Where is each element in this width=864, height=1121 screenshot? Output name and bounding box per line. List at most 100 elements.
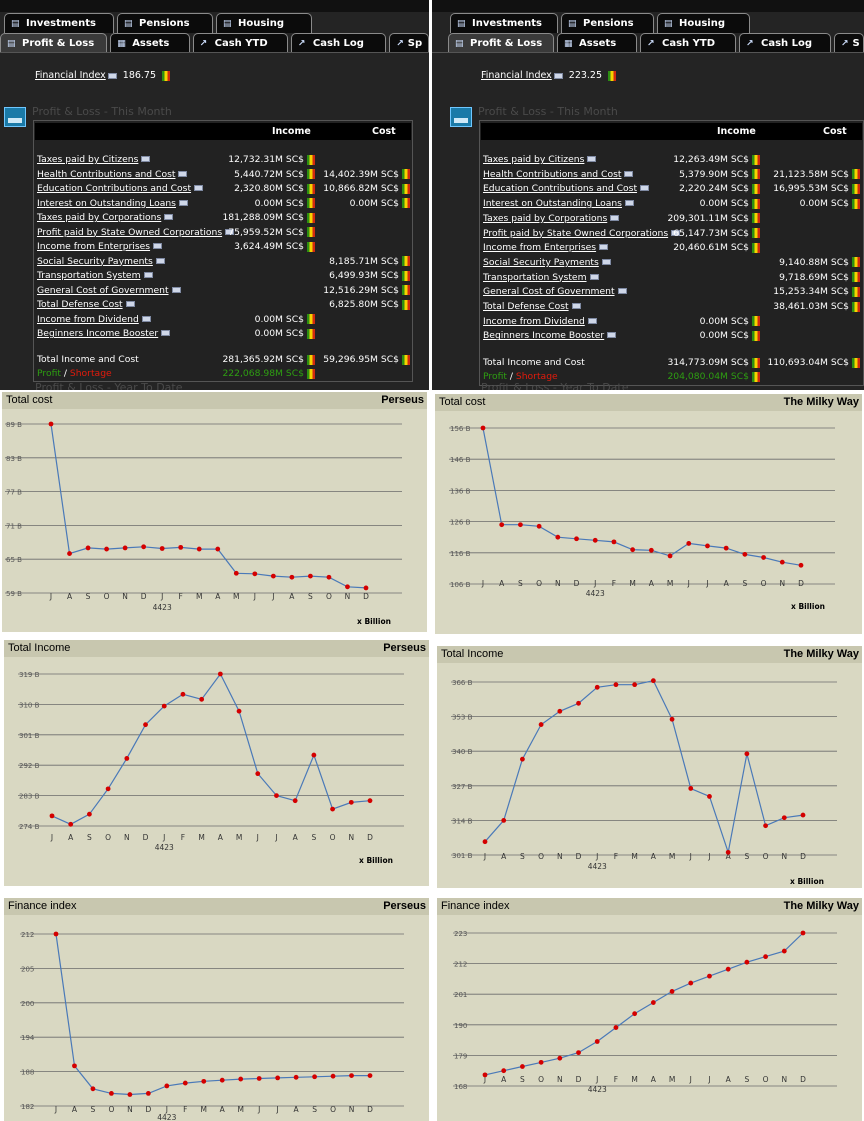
- row-label-link[interactable]: Social Security Payments: [483, 256, 599, 268]
- row-label-link[interactable]: Health Contributions and Cost: [483, 168, 622, 180]
- row-label-link[interactable]: Education Contributions and Cost: [483, 183, 638, 195]
- x-tick-label: N: [348, 833, 354, 842]
- row-label-link[interactable]: Taxes paid by Citizens: [37, 154, 139, 165]
- row-label-link[interactable]: Education Contributions and Cost: [37, 183, 192, 194]
- help-icon[interactable]: [142, 315, 151, 322]
- row-label-link[interactable]: Income from Enterprises: [483, 242, 597, 254]
- help-icon[interactable]: [144, 272, 153, 278]
- row-label-link[interactable]: Transportation System: [37, 270, 141, 281]
- help-icon[interactable]: [588, 317, 597, 324]
- x-tick-label: J: [483, 852, 486, 861]
- tab-cash-log[interactable]: ↗ Cash Log: [290, 33, 387, 53]
- data-point: [650, 1000, 656, 1005]
- row-label-link[interactable]: Taxes paid by Corporations: [483, 212, 608, 224]
- chart-region: The Milky Way: [783, 396, 859, 408]
- tab-pensions[interactable]: ▤ Pensions: [561, 13, 654, 33]
- row-label-link[interactable]: General Cost of Government: [37, 284, 169, 296]
- tab-spending[interactable]: ↗ Sp: [389, 33, 429, 53]
- help-icon[interactable]: [610, 214, 619, 221]
- row-label-link[interactable]: Total Defense Cost: [483, 301, 569, 312]
- help-icon[interactable]: [153, 243, 162, 249]
- help-icon[interactable]: [161, 330, 170, 336]
- row-label-link[interactable]: Interest on Outstanding Loans: [483, 198, 622, 210]
- data-point: [594, 684, 600, 690]
- help-icon[interactable]: [172, 286, 181, 293]
- y-tick-label: 182: [21, 1103, 34, 1111]
- help-icon[interactable]: [572, 303, 581, 309]
- row-label-link[interactable]: Profit paid by State Owned Corporations: [37, 226, 223, 238]
- financial-index-link[interactable]: Financial Index: [481, 70, 563, 81]
- help-icon[interactable]: [107, 72, 117, 79]
- tab-assets[interactable]: ▦ Assets: [110, 33, 190, 53]
- tab-cash-ytd[interactable]: ↗ Cash YTD: [640, 33, 736, 53]
- x-tick-label: O: [538, 1075, 544, 1084]
- financial-index-link[interactable]: Financial Index: [35, 70, 117, 81]
- tab-investments[interactable]: ▤ Investments: [450, 13, 558, 33]
- x-tick-label: A: [72, 1105, 78, 1114]
- row-label-link[interactable]: Transportation System: [483, 271, 587, 283]
- data-point: [611, 539, 617, 545]
- row-label-link[interactable]: Total Defense Cost: [37, 299, 123, 310]
- help-icon[interactable]: [602, 258, 611, 265]
- y-tick-label: 310 B: [19, 701, 40, 709]
- data-point: [688, 786, 694, 791]
- x-tick-label: M: [198, 833, 204, 842]
- tab-profit-loss[interactable]: ▤ Profit & Loss: [448, 33, 554, 53]
- data-point: [744, 751, 750, 757]
- help-icon[interactable]: [179, 199, 188, 206]
- tab-assets[interactable]: ▦ Assets: [557, 33, 637, 53]
- row-label-link[interactable]: Beginners Income Booster: [483, 330, 605, 342]
- help-icon[interactable]: [607, 332, 616, 339]
- row-label-link[interactable]: General Cost of Government: [483, 286, 615, 298]
- data-point: [781, 948, 787, 954]
- income-text: 0.00M SC$: [699, 198, 749, 210]
- tab-row-primary: ▤ Investments ▤ Pensions ▤ Housing: [432, 13, 864, 33]
- col-income-header: Income: [272, 126, 311, 137]
- data-point: [180, 691, 186, 697]
- help-icon[interactable]: [178, 170, 187, 177]
- tab-investments[interactable]: ▤ Investments: [4, 13, 114, 33]
- row-label-link[interactable]: Taxes paid by Corporations: [37, 212, 162, 223]
- row-label-link[interactable]: Income from Enterprises: [37, 241, 151, 252]
- row-label-link[interactable]: Beginners Income Booster: [37, 328, 159, 339]
- help-icon[interactable]: [587, 156, 596, 162]
- help-icon[interactable]: [141, 156, 150, 162]
- help-icon[interactable]: [671, 229, 680, 236]
- row-label-link[interactable]: Profit paid by State Owned Corporations: [483, 227, 669, 239]
- tab-pensions[interactable]: ▤ Pensions: [117, 13, 213, 33]
- help-icon[interactable]: [553, 72, 563, 79]
- row-label-link[interactable]: Income from Dividend: [37, 313, 139, 325]
- row-label-link[interactable]: Social Security Payments: [37, 255, 153, 267]
- row-label-link[interactable]: Health Contributions and Cost: [37, 168, 176, 180]
- help-icon[interactable]: [194, 185, 203, 191]
- x-tick-label: F: [181, 833, 185, 842]
- tab-cash-ytd[interactable]: ↗ Cash YTD: [192, 33, 288, 53]
- data-point: [159, 546, 165, 551]
- data-point: [238, 1076, 244, 1082]
- table-row-taxes-paid-by-citizens: Taxes paid by Citizens 12,732.31M SC$: [34, 154, 412, 168]
- help-icon[interactable]: [590, 273, 599, 280]
- help-icon[interactable]: [618, 288, 627, 295]
- row-label-link[interactable]: Taxes paid by Citizens: [483, 154, 585, 165]
- help-icon[interactable]: [126, 301, 135, 307]
- x-tick-label: J: [54, 1105, 57, 1114]
- row-label-link[interactable]: Income from Dividend: [483, 315, 585, 327]
- tab-spending[interactable]: ↗ S: [834, 33, 864, 53]
- tab-housing[interactable]: ▤ Housing: [657, 13, 750, 33]
- help-icon[interactable]: [599, 244, 608, 251]
- row-label-link[interactable]: Interest on Outstanding Loans: [37, 197, 176, 209]
- help-icon[interactable]: [225, 228, 234, 235]
- data-point: [725, 966, 731, 972]
- income-value: 0.00M SC$: [700, 198, 760, 209]
- help-icon[interactable]: [164, 214, 173, 220]
- y-tick-label: 89 B: [6, 421, 22, 429]
- tab-cash-log[interactable]: ↗ Cash Log: [739, 33, 831, 53]
- help-icon[interactable]: [640, 185, 649, 192]
- tab-profit-loss[interactable]: ▤ Profit & Loss: [0, 33, 108, 53]
- ytd-section-title: Profit & Loss - Year To Date: [35, 381, 183, 390]
- help-icon[interactable]: [625, 200, 634, 207]
- help-icon[interactable]: [624, 170, 633, 177]
- tab-housing[interactable]: ▤ Housing: [216, 13, 312, 33]
- income-text: 3,624.49M SC$: [234, 241, 304, 252]
- help-icon[interactable]: [156, 257, 165, 264]
